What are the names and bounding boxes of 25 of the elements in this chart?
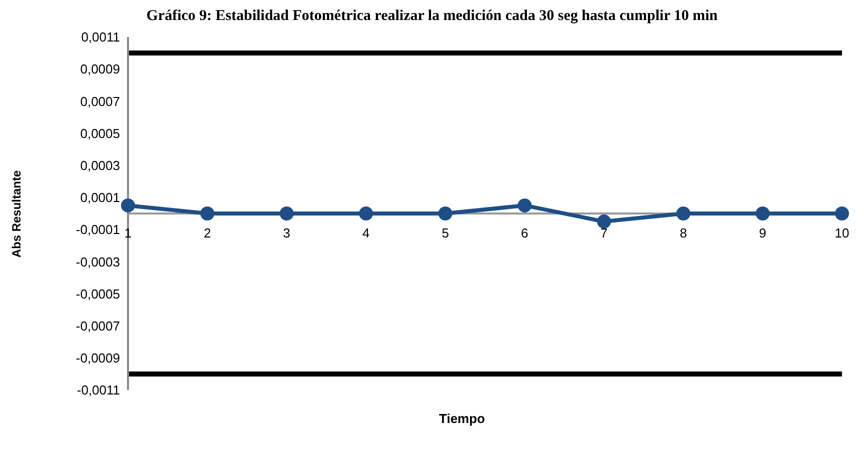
y-tick-label: 0,0005	[80, 126, 120, 141]
x-tick-label: 7	[600, 226, 608, 240]
x-tick-label: 10	[834, 226, 850, 240]
y-tick-label: 0,0009	[80, 62, 120, 77]
x-tick-label: 2	[204, 226, 211, 240]
y-tick-label: -0,0007	[76, 318, 120, 334]
y-tick-label: 0,0007	[80, 94, 120, 109]
x-tick-label: 1	[124, 226, 132, 240]
x-tick-label: 5	[442, 226, 449, 240]
y-tick-label: -0,0009	[76, 350, 120, 366]
y-tick-label: -0,0001	[76, 222, 120, 238]
y-tick-label: -0,0011	[76, 382, 120, 398]
y-tick-label: 0,0001	[80, 190, 120, 206]
x-tick-label: 9	[759, 226, 766, 240]
y-axis-title: Abs Resultante	[10, 170, 24, 258]
y-tick-label: 0,0003	[80, 158, 120, 173]
y-tick-label: 0,0011	[81, 30, 120, 45]
x-tick-label: 3	[283, 226, 290, 240]
y-tick-label: -0,0005	[76, 286, 120, 302]
x-axis-title: Tiempo	[438, 411, 486, 426]
x-tick-label: 4	[362, 226, 370, 240]
chart-title: Gráfico 9: Estabilidad Fotométrica realizar la medición cada 30 seg hasta cumplir 10 min	[145, 8, 719, 25]
x-tick-label: 8	[680, 226, 687, 240]
x-tick-label: 6	[521, 226, 528, 240]
y-tick-label: -0,0003	[76, 254, 120, 270]
